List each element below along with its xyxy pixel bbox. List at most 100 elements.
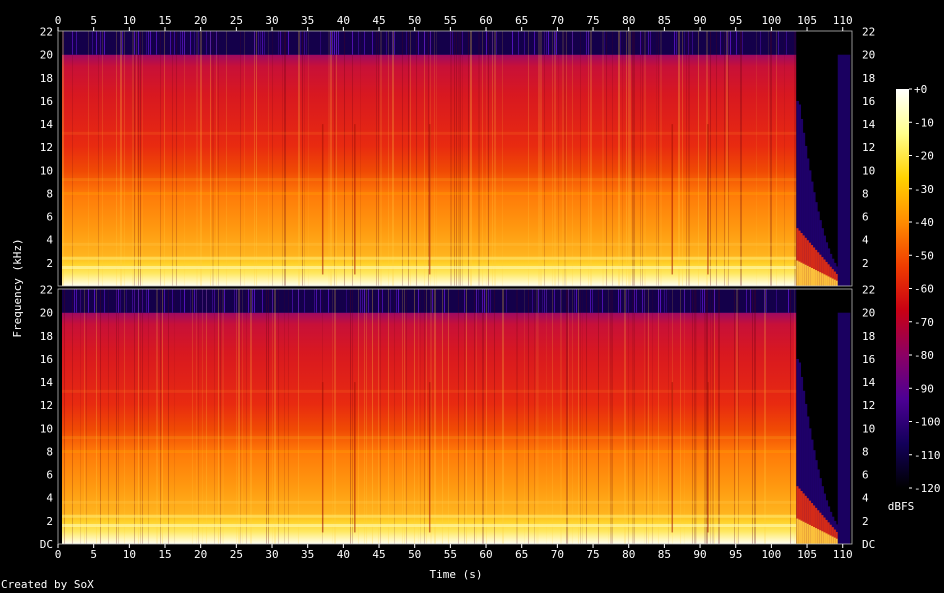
texture-streak bbox=[424, 289, 425, 544]
texture-streak bbox=[160, 31, 161, 286]
cutoff-spike bbox=[488, 289, 489, 313]
y-tick-label: 14 bbox=[862, 118, 876, 131]
texture-streak bbox=[630, 31, 631, 286]
cutoff-spike bbox=[170, 31, 171, 55]
colorbar-tick-label: -90 bbox=[914, 382, 934, 395]
cutoff-spike bbox=[248, 289, 249, 313]
texture-streak bbox=[218, 289, 219, 544]
cutoff-spike bbox=[104, 289, 105, 313]
cutoff-spike bbox=[386, 31, 387, 55]
x-tick-label: 15 bbox=[158, 548, 171, 561]
texture-streak bbox=[632, 31, 634, 286]
texture-streak bbox=[424, 31, 425, 286]
x-tick-label: 25 bbox=[230, 548, 243, 561]
texture-streak bbox=[72, 31, 73, 286]
texture-streak bbox=[538, 289, 539, 544]
cutoff-spike bbox=[262, 31, 263, 55]
colorbar-tick-label: -10 bbox=[914, 116, 934, 129]
texture-streak bbox=[558, 31, 559, 286]
credit-text: Created by SoX bbox=[1, 578, 94, 591]
cutoff-spike bbox=[746, 289, 747, 313]
cutoff-spike bbox=[418, 289, 419, 313]
cutoff-spike bbox=[398, 289, 399, 313]
cutoff-spike bbox=[538, 289, 539, 313]
texture-streak bbox=[88, 31, 89, 286]
cutoff-spike bbox=[478, 289, 479, 313]
texture-streak bbox=[736, 289, 738, 544]
texture-streak bbox=[360, 31, 361, 286]
transient-line bbox=[428, 124, 431, 275]
texture-streak bbox=[686, 31, 687, 286]
cutoff-spike bbox=[280, 31, 281, 55]
y-tick-label: 22 bbox=[862, 284, 875, 297]
y-tick-label: 18 bbox=[862, 330, 875, 343]
cutoff-spike bbox=[346, 289, 347, 313]
y-tick-label: 16 bbox=[862, 353, 875, 366]
texture-streak bbox=[206, 289, 207, 544]
cutoff-spike bbox=[330, 31, 331, 55]
y-tick-label: 16 bbox=[40, 353, 53, 366]
texture-streak bbox=[402, 31, 403, 286]
x-axis-bottom: 0 5 10 15 20 25 30 35 40 45 50 55 60 65 70 75 80 85 90 95 10… bbox=[55, 544, 853, 561]
texture-streak bbox=[794, 289, 795, 544]
cutoff-spike bbox=[138, 289, 139, 313]
texture-streak bbox=[546, 289, 547, 544]
texture-streak bbox=[108, 289, 109, 544]
texture-streak bbox=[272, 289, 273, 544]
cutoff-spike bbox=[96, 31, 97, 55]
cutoff-spike bbox=[72, 31, 73, 55]
texture-streak bbox=[586, 289, 587, 544]
cutoff-spike bbox=[328, 289, 329, 313]
x-tick-label: 90 bbox=[693, 548, 706, 561]
cutoff-spike bbox=[182, 31, 183, 55]
x-tick-label: 10 bbox=[123, 548, 136, 561]
y-tick-label: DC bbox=[40, 538, 53, 551]
y-tick-label: 10 bbox=[862, 422, 875, 435]
texture-streak bbox=[196, 289, 197, 544]
cutoff-spike bbox=[524, 31, 525, 55]
texture-streak bbox=[494, 289, 495, 544]
texture-streak bbox=[754, 289, 756, 544]
x-tick-label: 55 bbox=[444, 548, 457, 561]
cutoff-spike bbox=[476, 289, 477, 313]
cutoff-spike bbox=[660, 289, 661, 313]
y-tick-label: 20 bbox=[862, 49, 875, 62]
cutoff-spike bbox=[278, 31, 279, 55]
cutoff-spike bbox=[394, 31, 395, 55]
cutoff-spike bbox=[642, 289, 643, 313]
texture-streak bbox=[118, 289, 119, 544]
cutoff-spike bbox=[74, 289, 75, 313]
cutoff-spike bbox=[764, 289, 765, 313]
above-cutoff-band bbox=[62, 289, 797, 313]
texture-streak bbox=[392, 31, 394, 286]
texture-streak bbox=[764, 289, 766, 544]
cutoff-spike bbox=[332, 31, 333, 55]
cutoff-spike bbox=[76, 31, 77, 55]
texture-streak bbox=[62, 31, 64, 286]
cutoff-spike bbox=[496, 31, 497, 55]
texture-streak bbox=[474, 289, 475, 544]
texture-streak bbox=[466, 289, 467, 544]
texture-streak bbox=[140, 31, 141, 286]
cutoff-spike bbox=[634, 289, 635, 313]
cutoff-spike bbox=[190, 31, 191, 55]
texture-streak bbox=[540, 31, 542, 286]
cutoff-spike bbox=[316, 289, 317, 313]
cutoff-spike bbox=[314, 289, 315, 313]
texture-streak bbox=[402, 289, 403, 544]
texture-streak bbox=[430, 289, 432, 544]
colorbar-tick-label: -100 bbox=[914, 416, 941, 429]
y-tick-label: 12 bbox=[40, 399, 53, 412]
cutoff-spike bbox=[190, 289, 191, 313]
texture-streak bbox=[470, 31, 472, 286]
texture-streak bbox=[714, 289, 715, 544]
cutoff-spike bbox=[702, 289, 703, 313]
texture-streak bbox=[790, 289, 791, 544]
texture-streak bbox=[184, 31, 185, 286]
texture-streak bbox=[218, 31, 219, 286]
x-tick-label: 50 bbox=[408, 548, 421, 561]
y-tick-label: 12 bbox=[862, 141, 875, 154]
y-tick-label: 12 bbox=[862, 399, 875, 412]
cutoff-spike bbox=[766, 289, 767, 313]
cutoff-spike bbox=[254, 289, 255, 313]
